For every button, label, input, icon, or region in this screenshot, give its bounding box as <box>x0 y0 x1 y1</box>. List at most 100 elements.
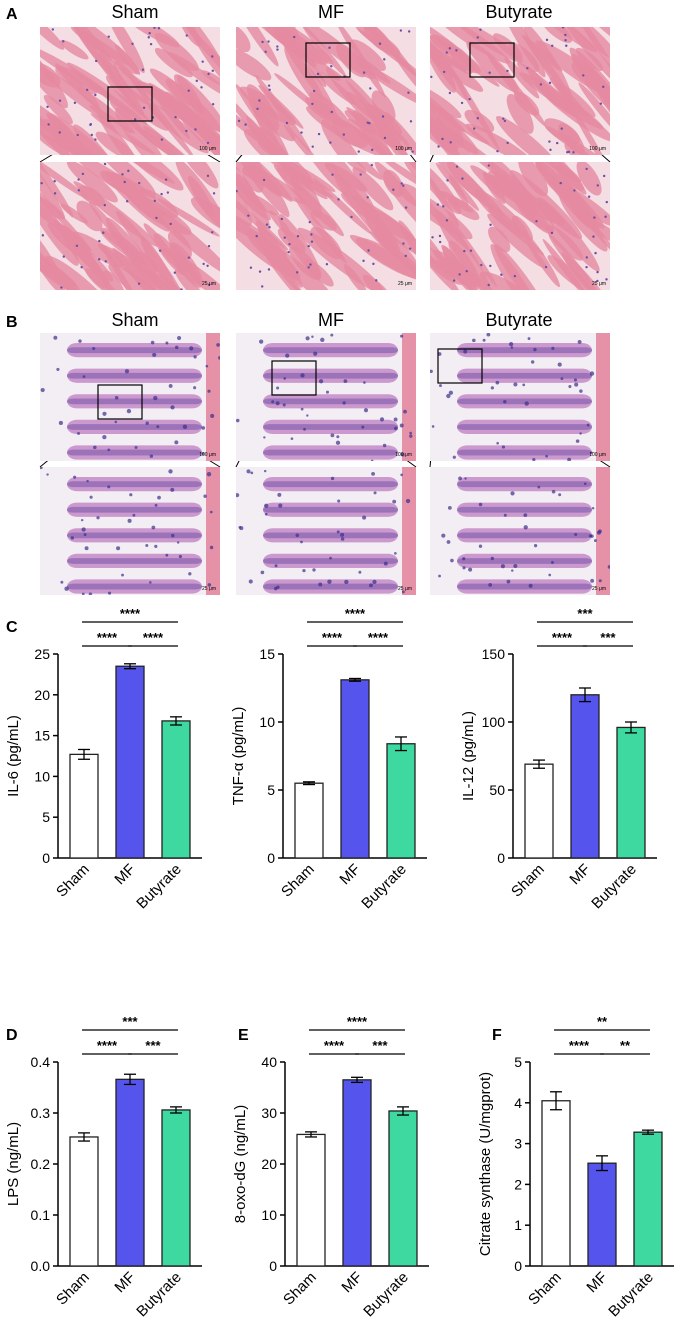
significance-label: **** <box>143 630 164 645</box>
y-tick-label: 10 <box>261 1207 277 1223</box>
significance-label: **** <box>97 1038 118 1053</box>
significance-label: **** <box>322 630 343 645</box>
y-tick-label: 5 <box>42 809 50 825</box>
panel-b-zoom-mf: 25 μm <box>236 467 416 595</box>
panel-b-title-sham: Sham <box>111 310 159 330</box>
y-tick-label: 0 <box>514 1258 522 1274</box>
x-tick-label: MF <box>111 861 138 888</box>
panel-b-overview-mf: 100 μm <box>236 333 416 461</box>
scale-bar-label: 100 μm <box>395 452 412 458</box>
y-axis-label: LPS (ng/mL) <box>5 1122 22 1206</box>
panel-b-zoom-sham: 25 μm <box>40 467 220 595</box>
x-tick-label: Butyrate <box>605 1269 657 1321</box>
significance-label: **** <box>368 630 389 645</box>
significance-label: *** <box>600 630 616 645</box>
y-tick-label: 0.0 <box>31 1258 51 1274</box>
panel-a-zoom-sham: 25 μm <box>40 162 220 290</box>
y-tick-label: 1 <box>514 1217 522 1233</box>
chart-cs: F 0 1 2 3 4 5 Citrate synthase (U/mgprot) Sham MF… <box>477 1014 674 1320</box>
y-tick-label: 10 <box>259 714 275 730</box>
bar-mf <box>115 665 145 859</box>
significance-label: *** <box>372 1038 388 1053</box>
bar-mf <box>570 694 600 859</box>
x-tick-label: Butyrate <box>588 861 640 913</box>
bar-butyrate <box>386 743 416 859</box>
bar-butyrate <box>161 1109 191 1267</box>
panel-a-title-butyrate: Butyrate <box>485 2 553 22</box>
y-tick-label: 15 <box>34 728 50 744</box>
bar-butyrate <box>161 720 191 859</box>
panel-a-title-sham: Sham <box>111 2 159 22</box>
y-tick-label: 0.4 <box>31 1054 51 1070</box>
y-tick-label: 0 <box>269 1258 277 1274</box>
y-tick-label: 0.2 <box>31 1156 51 1172</box>
panel-letter-e: E <box>238 1027 249 1044</box>
x-tick-label: Sham <box>280 1269 320 1309</box>
y-tick-label: 150 <box>482 646 506 662</box>
y-axis-label: Citrate synthase (U/mgprot) <box>477 1072 494 1256</box>
y-tick-label: 100 <box>482 714 506 730</box>
significance-label: **** <box>345 606 366 621</box>
x-tick-label: Sham <box>53 1269 93 1309</box>
x-tick-label: Butyrate <box>360 1269 412 1321</box>
y-axis-label: 8-oxo-dG (ng/mL) <box>232 1105 249 1223</box>
scale-bar-label: 25 μm <box>398 586 412 592</box>
significance-label: *** <box>122 1014 138 1029</box>
y-tick-label: 0.1 <box>31 1207 51 1223</box>
significance-label: **** <box>347 1014 368 1029</box>
y-tick-label: 0.3 <box>31 1105 51 1121</box>
scale-bar-label: 100 μm <box>589 146 606 152</box>
bar-butyrate <box>616 726 646 859</box>
bar-sham <box>541 1100 571 1267</box>
bar-sham <box>524 763 554 859</box>
bar-sham <box>69 1136 99 1267</box>
y-tick-label: 2 <box>514 1176 522 1192</box>
significance-label: ** <box>620 1038 631 1053</box>
panel-letter-c: C <box>6 619 18 636</box>
scale-bar-label: 25 μm <box>202 281 216 287</box>
significance-label: *** <box>145 1038 161 1053</box>
x-tick-label: MF <box>111 1269 138 1296</box>
bar-mf <box>342 1079 372 1267</box>
panel-a-overview-mf: 100 μm <box>236 27 416 155</box>
significance-label: **** <box>120 606 141 621</box>
bar-sham <box>294 782 324 859</box>
y-axis-label: TNF-α (pg/mL) <box>230 707 247 806</box>
y-tick-label: 15 <box>259 646 275 662</box>
scale-bar-label: 100 μm <box>199 146 216 152</box>
y-tick-label: 25 <box>34 646 50 662</box>
significance-label: **** <box>97 630 118 645</box>
panel-b-title-butyrate: Butyrate <box>485 310 553 330</box>
panel-a-zoom-butyrate: 25 μm <box>430 162 610 290</box>
y-tick-label: 20 <box>261 1156 277 1172</box>
y-tick-label: 30 <box>261 1105 277 1121</box>
bar-butyrate <box>388 1110 418 1267</box>
panel-b-overview-sham: 100 μm <box>40 333 220 461</box>
x-tick-label: Sham <box>53 861 93 901</box>
panel-a-zoom-mf: 25 μm <box>236 162 416 290</box>
x-tick-label: Sham <box>525 1269 565 1309</box>
x-tick-label: Sham <box>278 861 318 901</box>
y-tick-label: 0 <box>267 850 275 866</box>
panel-a-overview-sham: 100 μm <box>40 27 220 155</box>
y-tick-label: 5 <box>267 782 275 798</box>
bar-sham <box>296 1133 326 1267</box>
significance-label: *** <box>577 606 593 621</box>
chart-oxodg: E 0 10 20 30 40 8-oxo-dG (ng/mL) Sham MFButyrate… <box>232 1014 429 1320</box>
scale-bar-label: 25 μm <box>592 586 606 592</box>
bar-sham <box>69 753 99 859</box>
y-tick-label: 0 <box>497 850 505 866</box>
y-axis-label: IL-12 (pg/mL) <box>460 711 477 801</box>
x-tick-label: MF <box>566 861 593 888</box>
panel-a-title-mf: MF <box>318 2 344 22</box>
y-tick-label: 0 <box>42 850 50 866</box>
significance-label: ** <box>597 1014 608 1029</box>
x-tick-label: MF <box>583 1269 610 1296</box>
scale-bar-label: 100 μm <box>395 146 412 152</box>
bar-butyrate <box>633 1131 663 1267</box>
panel-letter-d: D <box>6 1027 18 1044</box>
